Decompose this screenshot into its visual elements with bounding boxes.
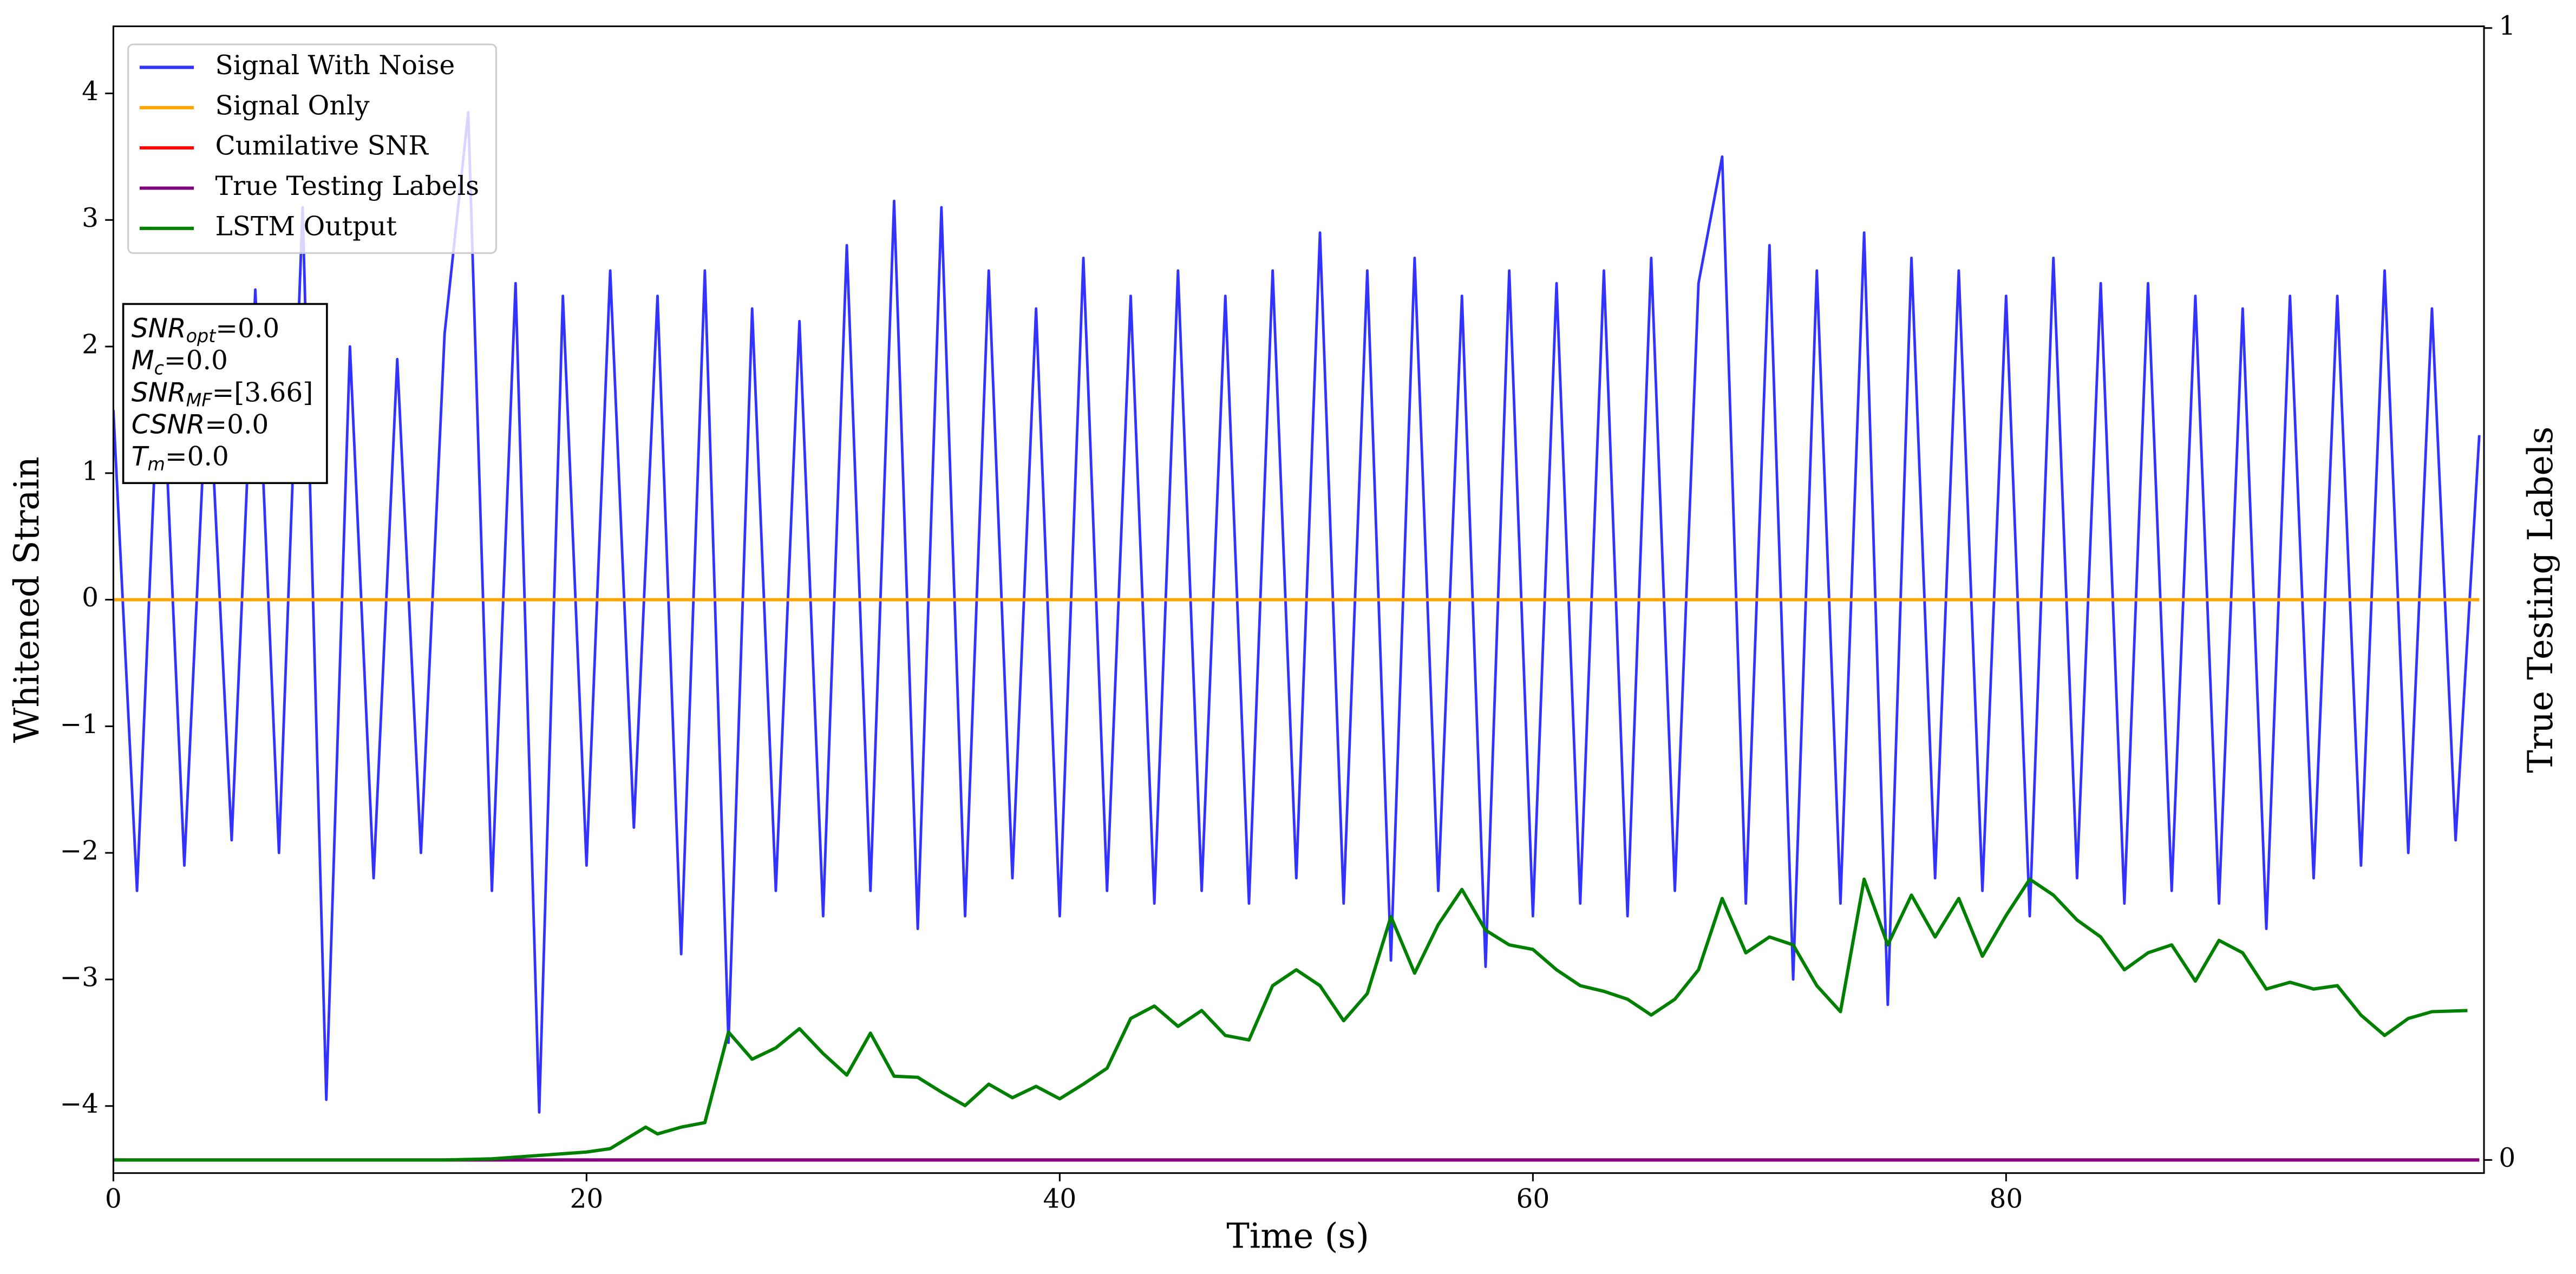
- legend-label: Signal Only: [215, 90, 370, 121]
- y-tick-label: −2: [60, 836, 99, 866]
- annotation-line: Mc=0.0: [132, 345, 228, 378]
- legend-label: LSTM Output: [215, 211, 397, 241]
- x-tick-label: 40: [1043, 1184, 1076, 1214]
- annotation-main: SNR: [132, 313, 186, 344]
- annotation-rest: =[3.66]: [212, 377, 313, 408]
- annotation-line: CSNR=0.0: [132, 409, 269, 440]
- y-tick-label: −3: [60, 962, 99, 992]
- annotation-sub: MF: [186, 389, 213, 410]
- annotation-sub: m: [147, 453, 165, 474]
- annotation-main: CSNR: [132, 409, 205, 440]
- legend-box: [127, 43, 497, 254]
- x-tick-label: 80: [1989, 1184, 2023, 1214]
- legend-label: True Testing Labels: [215, 171, 480, 201]
- x-axis-label: Time (s): [1226, 1217, 1369, 1257]
- annotation-rest: =0.0: [164, 345, 228, 376]
- y-axis-label: Whitened Strain: [7, 456, 47, 743]
- annotation-line: SNRMF=[3.66]: [132, 377, 313, 410]
- y-tick-label: 0: [82, 583, 99, 613]
- y-tick-label: 2: [82, 330, 99, 360]
- x-tick-label: 60: [1516, 1184, 1549, 1214]
- series-line: [113, 877, 2468, 1162]
- legend-label: Cumilative SNR: [215, 131, 429, 161]
- annotation-main: M: [132, 345, 154, 376]
- y-tick-label: 3: [82, 203, 99, 233]
- plot-area: [113, 111, 2481, 1162]
- annotation-rest: =0.0: [215, 313, 279, 343]
- y2-tick-label: 1: [2499, 11, 2515, 41]
- annotation-line: SNRopt=0.0: [132, 313, 279, 346]
- legend-label: Signal With Noise: [215, 50, 455, 81]
- series-line: [113, 111, 2481, 1114]
- annotation-box: [122, 303, 328, 484]
- y-tick-label: −4: [60, 1089, 99, 1119]
- x-tick-label: 20: [570, 1184, 603, 1214]
- y2-tick-label: 0: [2499, 1143, 2515, 1173]
- annotation-rest: =0.0: [205, 409, 269, 440]
- annotation-rest: =0.0: [165, 441, 229, 472]
- annotation-sub: c: [154, 357, 164, 378]
- legend: Signal With Noise Signal Only Cumilative S…: [127, 43, 497, 254]
- annotation-line: Tm=0.0: [132, 441, 229, 474]
- annotation-sub: opt: [186, 325, 217, 347]
- y-tick-label: −1: [60, 709, 99, 740]
- annotation-main: SNR: [132, 377, 186, 408]
- y2-axis-label: True Testing Labels: [2521, 427, 2561, 773]
- y-tick-label: 4: [82, 76, 99, 107]
- y-tick-label: 1: [82, 456, 99, 486]
- annotation-main: T: [132, 442, 149, 472]
- x-tick-label: 0: [105, 1184, 122, 1214]
- annotation: SNRopt=0.0Mc=0.0SNRMF=[3.66]CSNR=0.0Tm=0…: [122, 303, 328, 484]
